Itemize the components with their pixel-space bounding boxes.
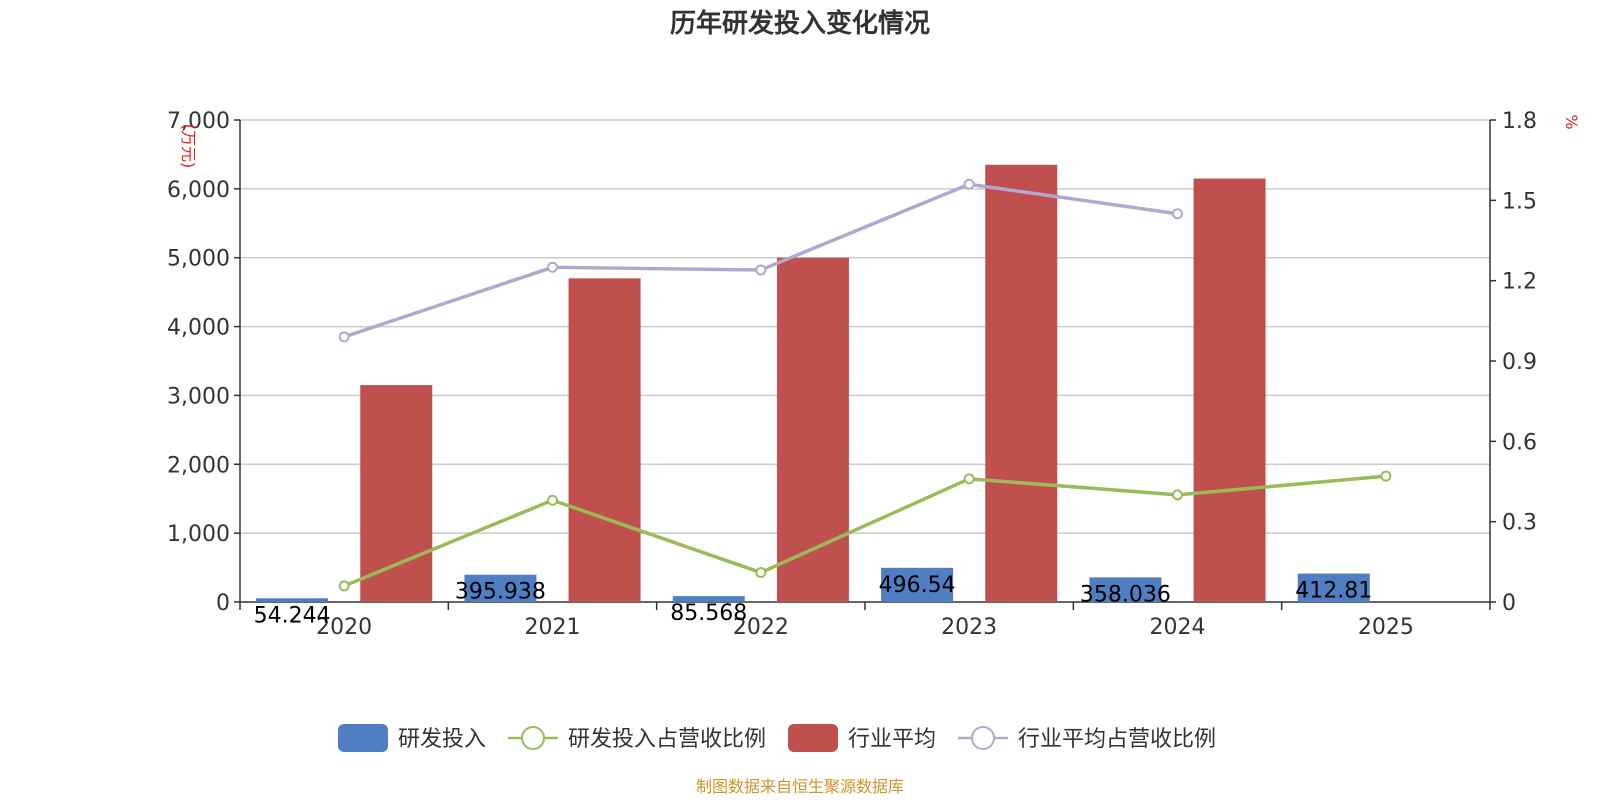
point-行业平均占营收比例 [1172,208,1183,220]
y-right-tick-label: 1.5 [1502,189,1537,214]
chart-title: 历年研发投入变化情况 [670,8,930,39]
y-left-tick-label: 7,000 [167,109,230,134]
data-label: 412.81 [1295,579,1372,604]
bars [256,164,1370,602]
legend-label: 行业平均占营收比例 [1018,727,1216,752]
point-研发投入占营收比例 [338,580,350,592]
y-right-tick-label: 0.9 [1502,350,1537,375]
point-行业平均占营收比例 [547,261,558,273]
x-tick-label: 2020 [316,615,372,640]
y-right-tick-label: 1.2 [1502,270,1537,295]
bar-行业平均-2023 [985,164,1058,602]
bar-研发投入-2021 [464,574,537,602]
y-right-tick-label: 0 [1502,591,1516,616]
data-label: 395.938 [455,580,546,605]
y-left-tick-label: 6,000 [167,178,230,203]
point-研发投入占营收比例 [1380,470,1392,482]
legend-swatch-marker-行业平均占营收比例 [971,726,995,750]
data-label: 496.54 [879,573,956,598]
point-行业平均占营收比例 [755,264,767,276]
line-研发投入占营收比例 [343,474,1386,588]
legend-label: 行业平均 [848,727,936,752]
bar-研发投入-2022 [672,596,745,602]
bar-研发投入-2020 [256,598,329,602]
y-left-tick-label: 1,000 [167,522,230,547]
y-right-tick-label: 1.8 [1502,109,1537,134]
y-left-tick-label: 4,000 [167,316,230,341]
point-研发投入占营收比例 [1172,489,1183,501]
y-left-tick-label: 2,000 [167,453,230,478]
bar-研发投入-2023 [881,567,954,602]
point-研发投入占营收比例 [547,494,558,506]
data-labels: 54.244 395.938 85.568 496.54 358.036 412.81 [254,573,1373,628]
axes: 0 1,000 2,000 3,000 4,000 5,000 6,000 7,000 0 0.3… [167,109,1537,640]
bar-行业平均-2024 [1193,178,1266,602]
data-label: 85.568 [670,601,747,626]
grid-lines [240,119,1490,534]
legend-swatch-研发投入 [338,724,388,752]
data-label: 54.244 [254,603,331,628]
y-left-tick-label: 5,000 [167,247,230,272]
x-tick-label: 2025 [1358,615,1414,640]
x-tick-label: 2021 [525,615,581,640]
source-note: 制图数据来自恒生聚源数据库 [696,777,904,796]
point-研发投入占营收比例 [755,567,767,579]
bar-行业平均-2022 [776,257,849,602]
legend-label: 研发投入 [398,727,486,752]
legend-swatch-marker-研发投入占营收比例 [521,726,545,750]
data-label: 358.036 [1080,582,1171,607]
point-行业平均占营收比例 [963,178,975,190]
bar-行业平均-2021 [568,278,641,602]
y-right-tick-label: 0.3 [1502,511,1537,536]
x-tick-label: 2023 [941,615,997,640]
left-axis-unit: (万元) [179,124,198,169]
point-行业平均占营收比例 [338,331,350,343]
legend-label: 研发投入占营收比例 [568,727,766,752]
point-研发投入占营收比例 [963,473,975,485]
y-right-tick-label: 0.6 [1502,430,1537,455]
legend-swatch-行业平均 [788,724,838,752]
bar-研发投入-2025 [1297,573,1370,602]
lines [338,178,1392,592]
y-left-tick-label: 0 [216,591,230,616]
bar-行业平均-2020 [360,385,433,602]
y-left-tick-label: 3,000 [167,384,230,409]
right-axis-unit: % [1562,114,1581,129]
bar-研发投入-2024 [1089,577,1162,602]
x-tick-label: 2022 [733,615,789,640]
x-tick-label: 2024 [1150,615,1206,640]
legend: 研发投入 研发投入占营收比例 行业平均 行业平均占营收比例 [338,724,1216,752]
